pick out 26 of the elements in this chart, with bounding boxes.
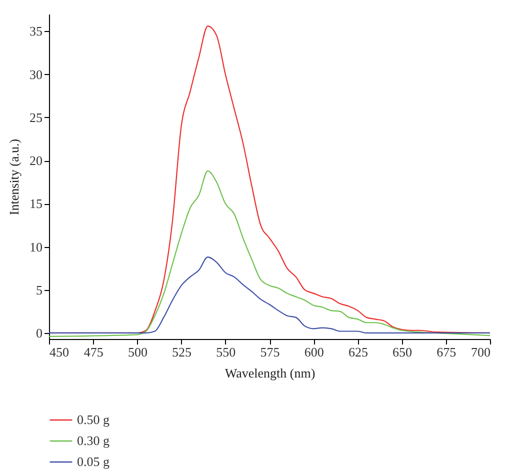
x-axis-title: Wavelength (nm) bbox=[224, 366, 316, 380]
x-tick-label: 625 bbox=[348, 344, 368, 360]
line-series bbox=[49, 170, 490, 337]
y-axis-title: Intensity (a.u.) bbox=[6, 138, 22, 216]
legend-label: 0.50 g bbox=[77, 412, 110, 427]
x-tick-label: 650 bbox=[392, 344, 412, 360]
y-tick-label: 25 bbox=[30, 110, 42, 125]
y-tick-label: 30 bbox=[30, 66, 42, 82]
x-tick-label: 550 bbox=[216, 344, 236, 360]
x-tick-label: 450 bbox=[50, 344, 69, 360]
legend-label: 0.05 g bbox=[77, 454, 110, 469]
y-tick-label: 35 bbox=[30, 24, 42, 39]
x-tick-label: 675 bbox=[436, 344, 456, 360]
y-tick-label: 10 bbox=[30, 239, 42, 254]
x-tick-label: 500 bbox=[128, 344, 148, 360]
x-tick-label: 525 bbox=[172, 344, 192, 360]
line-series bbox=[49, 256, 490, 334]
x-tick-label: 700 bbox=[471, 344, 490, 360]
x-tick-label: 575 bbox=[260, 344, 280, 360]
x-tick-label: 475 bbox=[84, 344, 104, 360]
y-tick-label: 15 bbox=[30, 196, 42, 212]
y-tick-label: 20 bbox=[30, 153, 42, 168]
y-tick-label: 0 bbox=[36, 325, 42, 340]
legend-label: 0.30 g bbox=[77, 433, 110, 448]
y-tick-label: 5 bbox=[36, 282, 42, 298]
x-tick-label: 600 bbox=[304, 344, 324, 360]
